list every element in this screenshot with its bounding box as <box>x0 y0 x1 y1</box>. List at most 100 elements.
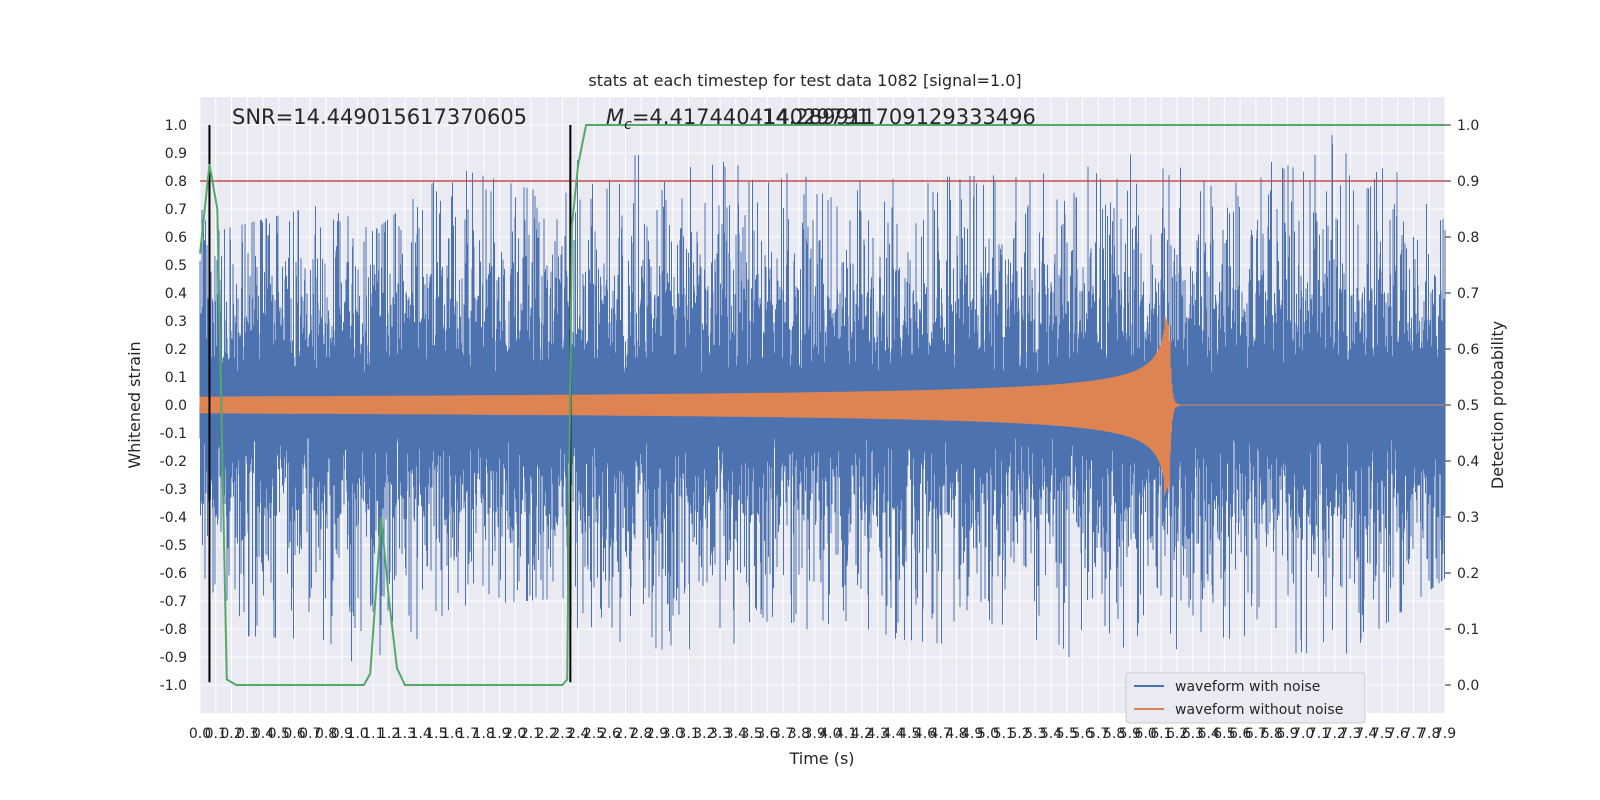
x-tick-label-14: 1.4 <box>410 726 432 742</box>
x-tick-label-64: 6.4 <box>1197 726 1219 742</box>
x-tick-label-26: 2.6 <box>599 726 621 742</box>
y-right-tick-label-9: 0.1 <box>1457 622 1479 638</box>
x-tick-label-68: 6.8 <box>1261 726 1283 742</box>
x-tick-label-76: 7.6 <box>1387 726 1409 742</box>
y-left-tick-label-12: -0.2 <box>160 454 187 470</box>
y-right-tick-label-0: 1.0 <box>1457 118 1479 134</box>
chart-title: stats at each timestep for test data 108… <box>588 71 1021 90</box>
y-right-tick-label-5: 0.5 <box>1457 398 1479 414</box>
x-tick-label-41: 4.1 <box>835 726 857 742</box>
x-tick-label-8: 0.8 <box>315 726 337 742</box>
x-tick-label-29: 2.9 <box>646 726 668 742</box>
x-tick-label-28: 2.8 <box>630 726 652 742</box>
x-tick-label-74: 7.4 <box>1355 726 1377 742</box>
x-tick-label-16: 1.6 <box>441 726 463 742</box>
y-right-tick-label-2: 0.8 <box>1457 230 1479 246</box>
x-tick-label-45: 4.5 <box>898 726 920 742</box>
y-left-tick-label-20: -1.0 <box>160 678 187 694</box>
y-right-tick-label-8: 0.2 <box>1457 566 1479 582</box>
mc-annotation: Mc=4.417440414029791 <box>606 105 870 133</box>
x-tick-label-31: 3.1 <box>677 726 699 742</box>
x-tick-label-40: 4.0 <box>819 726 841 742</box>
x-tick-label-61: 6.1 <box>1150 726 1172 742</box>
x-tick-label-0: 0.0 <box>189 726 211 742</box>
y-left-tick-label-11: -0.1 <box>160 426 187 442</box>
y-right-tick-label-3: 0.7 <box>1457 286 1479 302</box>
x-tick-label-9: 0.9 <box>331 726 353 742</box>
snr-annotation: SNR=14.449015617370605 <box>232 105 527 129</box>
x-tick-label-42: 4.2 <box>851 726 873 742</box>
y-right-tick-label-10: 0.0 <box>1457 678 1479 694</box>
x-tick-label-69: 6.9 <box>1276 726 1298 742</box>
x-tick-label-55: 5.5 <box>1056 726 1078 742</box>
x-tick-label-34: 3.4 <box>725 726 747 742</box>
y-left-tick-label-4: 0.6 <box>165 230 187 246</box>
mc-value: =4.417440414029791 <box>632 105 870 129</box>
y-axis-left-ticks: 1.0 0.9 0.8 0.7 0.6 0.5 0.4 0.3 0.2 0.1 0.0 -0.1 -0.… <box>160 118 187 694</box>
x-tick-label-63: 6.3 <box>1182 726 1204 742</box>
x-tick-label-1: 0.1 <box>205 726 227 742</box>
x-tick-label-51: 5.1 <box>993 726 1015 742</box>
plot-area <box>199 97 1446 713</box>
x-tick-label-67: 6.7 <box>1245 726 1267 742</box>
x-tick-label-12: 1.2 <box>378 726 400 742</box>
x-tick-label-36: 3.6 <box>756 726 778 742</box>
x-tick-label-4: 0.4 <box>252 726 274 742</box>
x-tick-label-71: 7.1 <box>1308 726 1330 742</box>
x-tick-label-62: 6.2 <box>1166 726 1188 742</box>
x-tick-label-43: 4.3 <box>867 726 889 742</box>
legend-label-clean: waveform without noise <box>1175 702 1343 718</box>
x-tick-label-66: 6.6 <box>1229 726 1251 742</box>
y-left-tick-label-18: -0.8 <box>160 622 187 638</box>
mc-symbol: M <box>606 105 624 129</box>
x-tick-label-46: 4.6 <box>914 726 936 742</box>
x-tick-label-70: 7.0 <box>1292 726 1314 742</box>
y-left-tick-label-16: -0.6 <box>160 566 187 582</box>
legend-label-noise: waveform with noise <box>1175 679 1320 695</box>
y-left-tick-label-5: 0.5 <box>165 258 187 274</box>
y-axis-left-label: Whitened strain <box>125 341 144 468</box>
x-tick-label-79: 7.9 <box>1434 726 1456 742</box>
x-tick-label-35: 3.5 <box>740 726 762 742</box>
x-tick-label-27: 2.7 <box>614 726 636 742</box>
x-tick-label-59: 5.9 <box>1119 726 1141 742</box>
y-right-tick-label-1: 0.9 <box>1457 174 1479 190</box>
y-left-tick-label-2: 0.8 <box>165 174 187 190</box>
x-tick-label-56: 5.6 <box>1071 726 1093 742</box>
x-axis-label: Time (s) <box>788 749 854 768</box>
x-tick-label-78: 7.8 <box>1418 726 1440 742</box>
x-tick-label-19: 1.9 <box>488 726 510 742</box>
y-axis-right-label: Detection probability <box>1488 321 1507 489</box>
x-tick-label-2: 0.2 <box>220 726 242 742</box>
y-left-tick-label-1: 0.9 <box>165 146 187 162</box>
chirp-trace <box>199 316 1445 496</box>
x-tick-label-48: 4.8 <box>945 726 967 742</box>
y-left-tick-label-8: 0.2 <box>165 342 187 358</box>
series-waveform-without-noise <box>199 316 1445 496</box>
mc-subscript: c <box>624 117 632 133</box>
x-tick-label-54: 5.4 <box>1040 726 1062 742</box>
x-tick-label-58: 5.8 <box>1103 726 1125 742</box>
x-tick-label-65: 6.5 <box>1213 726 1235 742</box>
x-tick-label-57: 5.7 <box>1087 726 1109 742</box>
x-tick-label-72: 7.2 <box>1324 726 1346 742</box>
x-tick-label-30: 3.0 <box>662 726 684 742</box>
x-axis-ticks: 0.00.10.20.30.40.50.60.70.80.91.01.11.21… <box>189 726 1456 742</box>
x-tick-label-11: 1.1 <box>362 726 384 742</box>
y-left-tick-label-0: 1.0 <box>165 118 187 134</box>
y-right-tick-label-4: 0.6 <box>1457 342 1479 358</box>
y-left-tick-label-19: -0.9 <box>160 650 187 666</box>
x-tick-label-47: 4.7 <box>930 726 952 742</box>
x-tick-label-60: 6.0 <box>1134 726 1156 742</box>
mc-overlap-annotation: 14.289911709129333496 <box>762 105 1036 129</box>
x-tick-label-21: 2.1 <box>520 726 542 742</box>
y-axis-right-ticks: 1.0 0.9 0.8 0.7 0.6 0.5 0.4 0.3 0.2 0.1 0.0 <box>1445 118 1479 694</box>
x-tick-label-39: 3.9 <box>803 726 825 742</box>
y-left-tick-label-10: 0.0 <box>165 398 187 414</box>
y-right-tick-label-7: 0.3 <box>1457 510 1479 526</box>
x-tick-label-15: 1.5 <box>425 726 447 742</box>
x-tick-label-52: 5.2 <box>1008 726 1030 742</box>
x-tick-label-7: 0.7 <box>299 726 321 742</box>
y-left-tick-label-3: 0.7 <box>165 202 187 218</box>
